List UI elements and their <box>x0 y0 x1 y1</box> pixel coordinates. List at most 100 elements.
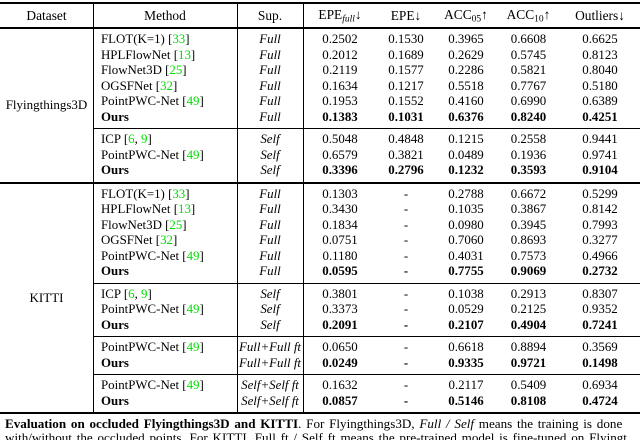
citation-bracket: ] <box>147 132 152 146</box>
citation-bracket: ] <box>199 378 204 392</box>
supervision-cell: Full <box>259 47 281 62</box>
citation-bracket: ] <box>182 217 187 232</box>
citation-link[interactable]: 13 <box>178 202 191 216</box>
method-cell: FLOT(K=1) [33] <box>93 187 237 203</box>
citation-link[interactable]: 49 <box>186 248 200 263</box>
method-name: FLOT(K=1) <box>101 32 165 46</box>
value-cell: 0.2796 <box>388 163 424 177</box>
up-arrow-icon: ↑ <box>481 6 488 22</box>
column-divider <box>93 2 94 414</box>
table-row: Ours Full 0.0595 - 0.7755 0.9069 0.2732 <box>0 264 640 280</box>
citation-link[interactable]: 49 <box>186 94 200 108</box>
dataset-block: KITTI FLOT(K=1) [33] Full 0.1303 - 0.2788 0.66… <box>0 184 640 413</box>
dataset-label: KITTI <box>29 289 64 305</box>
group-separator-rule <box>93 336 640 337</box>
value-cell: - <box>403 233 409 247</box>
value-cell: 0.3277 <box>582 233 618 247</box>
citation-link[interactable]: 6 <box>128 286 135 301</box>
citation-link[interactable]: 49 <box>186 147 200 162</box>
table-row: HPLFlowNet [13] Full 0.3430 - 0.1035 0.3867 0.… <box>0 202 640 218</box>
method-name: OGSFNet <box>101 233 153 247</box>
value-cell: 0.1038 <box>448 286 484 301</box>
citation-bracket: [ <box>179 378 187 392</box>
value-cell: 0.5299 <box>582 186 618 201</box>
column-header: Dataset <box>26 7 67 23</box>
citation-link[interactable]: 49 <box>186 378 200 392</box>
value-cell: 0.8307 <box>582 286 618 301</box>
citation-link[interactable]: 9 <box>141 132 148 146</box>
citation-link[interactable]: 25 <box>169 217 183 232</box>
column-header: Method <box>144 7 186 23</box>
citation-bracket: [ <box>179 248 187 263</box>
value-cell: 0.8894 <box>510 340 547 354</box>
caption-text: . For Flyingthings3D, <box>298 417 420 431</box>
table-row: FlowNet3D [25] Full 0.2119 0.1577 0.2286 0.58… <box>0 63 640 79</box>
method-cell: Ours <box>93 264 237 280</box>
citation-link[interactable]: 6 <box>128 132 135 146</box>
value-cell: 0.9721 <box>510 355 547 370</box>
table-row: ICP [6, 9] Self 0.3801 - 0.1038 0.2913 0.8307 <box>0 287 640 303</box>
row-group: PointPWC-Net [49] Self+Self ft 0.1632 - 0.21… <box>0 375 640 412</box>
value-cell: 0.5821 <box>510 63 547 77</box>
row-group: FLOT(K=1) [33] Full 0.1303 - 0.2788 0.6672 0.5… <box>0 184 640 283</box>
method-name: ICP <box>101 132 121 146</box>
value-cell: 0.1383 <box>322 109 358 124</box>
table-row: PointPWC-Net [49] Self+Self ft 0.1632 - 0.21… <box>0 378 640 394</box>
group-separator-rule <box>93 374 640 375</box>
value-cell: 0.1530 <box>388 32 424 46</box>
row-group: ICP [6, 9] Self 0.5048 0.4848 0.1215 0.2558 0.… <box>0 129 640 182</box>
method-name: HPLFlowNet <box>101 202 171 216</box>
dataset-spacer-cell <box>0 249 93 265</box>
group-separator-rule <box>93 128 640 129</box>
dataset-spacer-cell <box>0 132 93 148</box>
group-separator-rule <box>93 282 640 284</box>
method-cell: OGSFNet [32] <box>93 233 237 249</box>
supervision-cell: Self <box>260 132 280 146</box>
citation-link[interactable]: 33 <box>172 32 186 46</box>
supervision-cell: Full <box>259 248 281 263</box>
citation-bracket: [ <box>179 302 187 316</box>
value-cell: 0.1215 <box>448 132 484 146</box>
caption-italic-term: Full / Self <box>419 417 475 431</box>
citation-link[interactable]: 32 <box>160 78 173 93</box>
method-cell: PointPWC-Net [49] <box>93 94 237 110</box>
table-row: FlowNet3D [25] Full 0.1834 - 0.0980 0.3945 0.7… <box>0 218 640 234</box>
value-cell: 0.9741 <box>582 147 618 162</box>
dataset-separator-rule <box>0 181 640 184</box>
column-header: Outliers↓ <box>560 8 640 24</box>
value-cell: 0.4251 <box>582 109 618 124</box>
method-cell: OGSFNet [32] <box>93 79 237 95</box>
citation-link[interactable]: 9 <box>141 286 148 301</box>
citation-link[interactable]: 49 <box>186 340 200 354</box>
header-bottom-rule <box>0 27 640 29</box>
value-cell: 0.5518 <box>448 78 484 93</box>
method-cell: FlowNet3D [25] <box>93 63 237 79</box>
table-row: Ours Full 0.1383 0.1031 0.6376 0.8240 0.4251 <box>0 110 640 126</box>
citation-link[interactable]: 49 <box>186 302 200 316</box>
value-cell: 0.8108 <box>510 393 547 408</box>
dataset-spacer-cell <box>0 79 93 95</box>
value-cell: 0.4966 <box>582 248 618 263</box>
table-row: Ours Self 0.3396 0.2796 0.1232 0.3593 0.9104 <box>0 163 640 179</box>
value-cell: 0.5048 <box>322 132 358 146</box>
value-cell: 0.7573 <box>510 248 547 263</box>
column-header: EPE↓ <box>377 8 435 24</box>
value-cell: 0.2119 <box>322 63 358 77</box>
citation-link[interactable]: 33 <box>172 186 186 201</box>
dataset-label: Flyingthings3D <box>5 97 88 113</box>
citation-link[interactable]: 32 <box>160 233 173 247</box>
value-cell: 0.2286 <box>448 63 484 77</box>
method-name: FlowNet3D <box>101 217 162 232</box>
citation-bracket: ] <box>199 248 204 263</box>
citation-link[interactable]: 13 <box>178 47 191 62</box>
value-cell: 0.3593 <box>510 163 547 177</box>
value-cell: 0.1552 <box>388 94 424 108</box>
value-cell: 0.1498 <box>582 355 618 370</box>
citation-bracket: ] <box>172 78 178 93</box>
citation-link[interactable]: 25 <box>169 63 183 77</box>
value-cell: 0.1232 <box>448 163 484 177</box>
value-cell: 0.6672 <box>510 186 547 201</box>
column-header-base: Outliers <box>575 7 619 23</box>
table-row: PointPWC-Net [49] Full+Full ft 0.0650-0.66… <box>0 340 640 356</box>
